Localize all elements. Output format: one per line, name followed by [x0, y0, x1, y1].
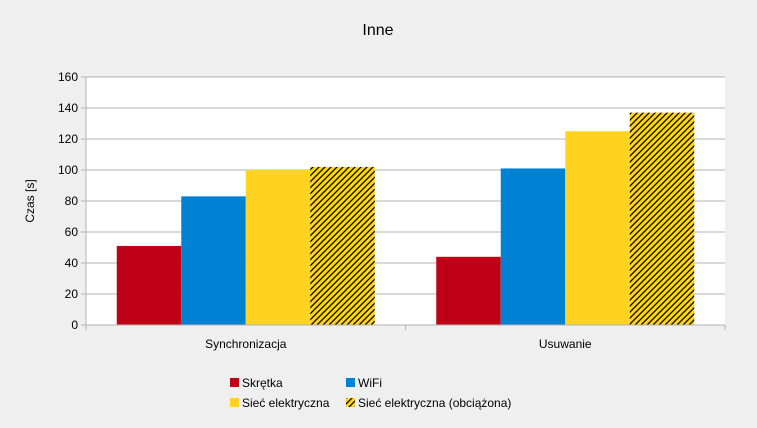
y-tick-label: 20	[65, 287, 79, 301]
legend-label: Sieć elektryczna	[242, 396, 330, 410]
y-tick-label: 40	[65, 256, 79, 270]
bar-usuwanie-series-3	[629, 112, 695, 326]
bar-synchronizacja-series-0	[116, 245, 182, 325]
legend-label: Sieć elektryczna (obciążona)	[358, 396, 511, 410]
bar-synchronizacja-series-3	[310, 166, 375, 325]
legend-swatch	[346, 378, 355, 387]
x-category-label: Synchronizacja	[205, 337, 287, 351]
y-tick-label: 80	[65, 194, 79, 208]
y-tick-label: 0	[71, 318, 78, 332]
bar-synchronizacja-series-2	[245, 170, 311, 325]
axes: 0 20 40 60 80 100 120 140 160 Synchronizacja Usuwa…	[58, 70, 726, 351]
legend: Skrętka WiFi Sieć elektryczna Sieć elektryc…	[230, 376, 511, 410]
bar-usuwanie-series-0	[436, 256, 501, 325]
bars	[116, 112, 695, 326]
legend-swatch	[230, 378, 239, 387]
chart-title: Inne	[362, 22, 393, 39]
y-tick-label: 100	[58, 163, 78, 177]
y-axis-label: Czas [s]	[23, 179, 37, 222]
y-tick-label: 120	[58, 132, 78, 146]
legend-label: WiFi	[358, 376, 382, 390]
y-tick-label: 140	[58, 101, 78, 115]
bar-usuwanie-series-1	[500, 168, 566, 325]
legend-swatch	[230, 398, 239, 407]
legend-swatch	[346, 398, 355, 407]
legend-label: Skrętka	[242, 376, 283, 390]
bar-usuwanie-series-2	[565, 131, 630, 325]
y-tick-label: 60	[65, 225, 79, 239]
y-tick-label: 160	[58, 70, 78, 84]
bar-synchronizacja-series-1	[181, 196, 246, 325]
x-category-label: Usuwanie	[539, 337, 592, 351]
